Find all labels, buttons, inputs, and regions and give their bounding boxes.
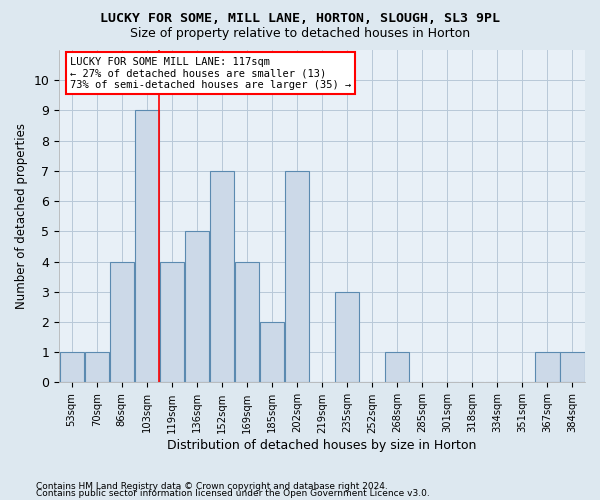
X-axis label: Distribution of detached houses by size in Horton: Distribution of detached houses by size … <box>167 440 477 452</box>
Bar <box>535 352 560 382</box>
Text: LUCKY FOR SOME, MILL LANE, HORTON, SLOUGH, SL3 9PL: LUCKY FOR SOME, MILL LANE, HORTON, SLOUG… <box>100 12 500 26</box>
Bar <box>560 352 584 382</box>
Bar <box>160 262 184 382</box>
Bar <box>335 292 359 382</box>
Bar <box>185 232 209 382</box>
Bar <box>285 171 309 382</box>
Bar <box>134 110 159 382</box>
Text: Size of property relative to detached houses in Horton: Size of property relative to detached ho… <box>130 28 470 40</box>
Bar <box>235 262 259 382</box>
Text: LUCKY FOR SOME MILL LANE: 117sqm
← 27% of detached houses are smaller (13)
73% o: LUCKY FOR SOME MILL LANE: 117sqm ← 27% o… <box>70 56 351 90</box>
Bar <box>260 322 284 382</box>
Bar <box>210 171 234 382</box>
Text: Contains public sector information licensed under the Open Government Licence v3: Contains public sector information licen… <box>36 490 430 498</box>
Y-axis label: Number of detached properties: Number of detached properties <box>15 123 28 309</box>
Bar <box>85 352 109 382</box>
Bar <box>385 352 409 382</box>
Text: Contains HM Land Registry data © Crown copyright and database right 2024.: Contains HM Land Registry data © Crown c… <box>36 482 388 491</box>
Bar <box>59 352 84 382</box>
Bar <box>110 262 134 382</box>
